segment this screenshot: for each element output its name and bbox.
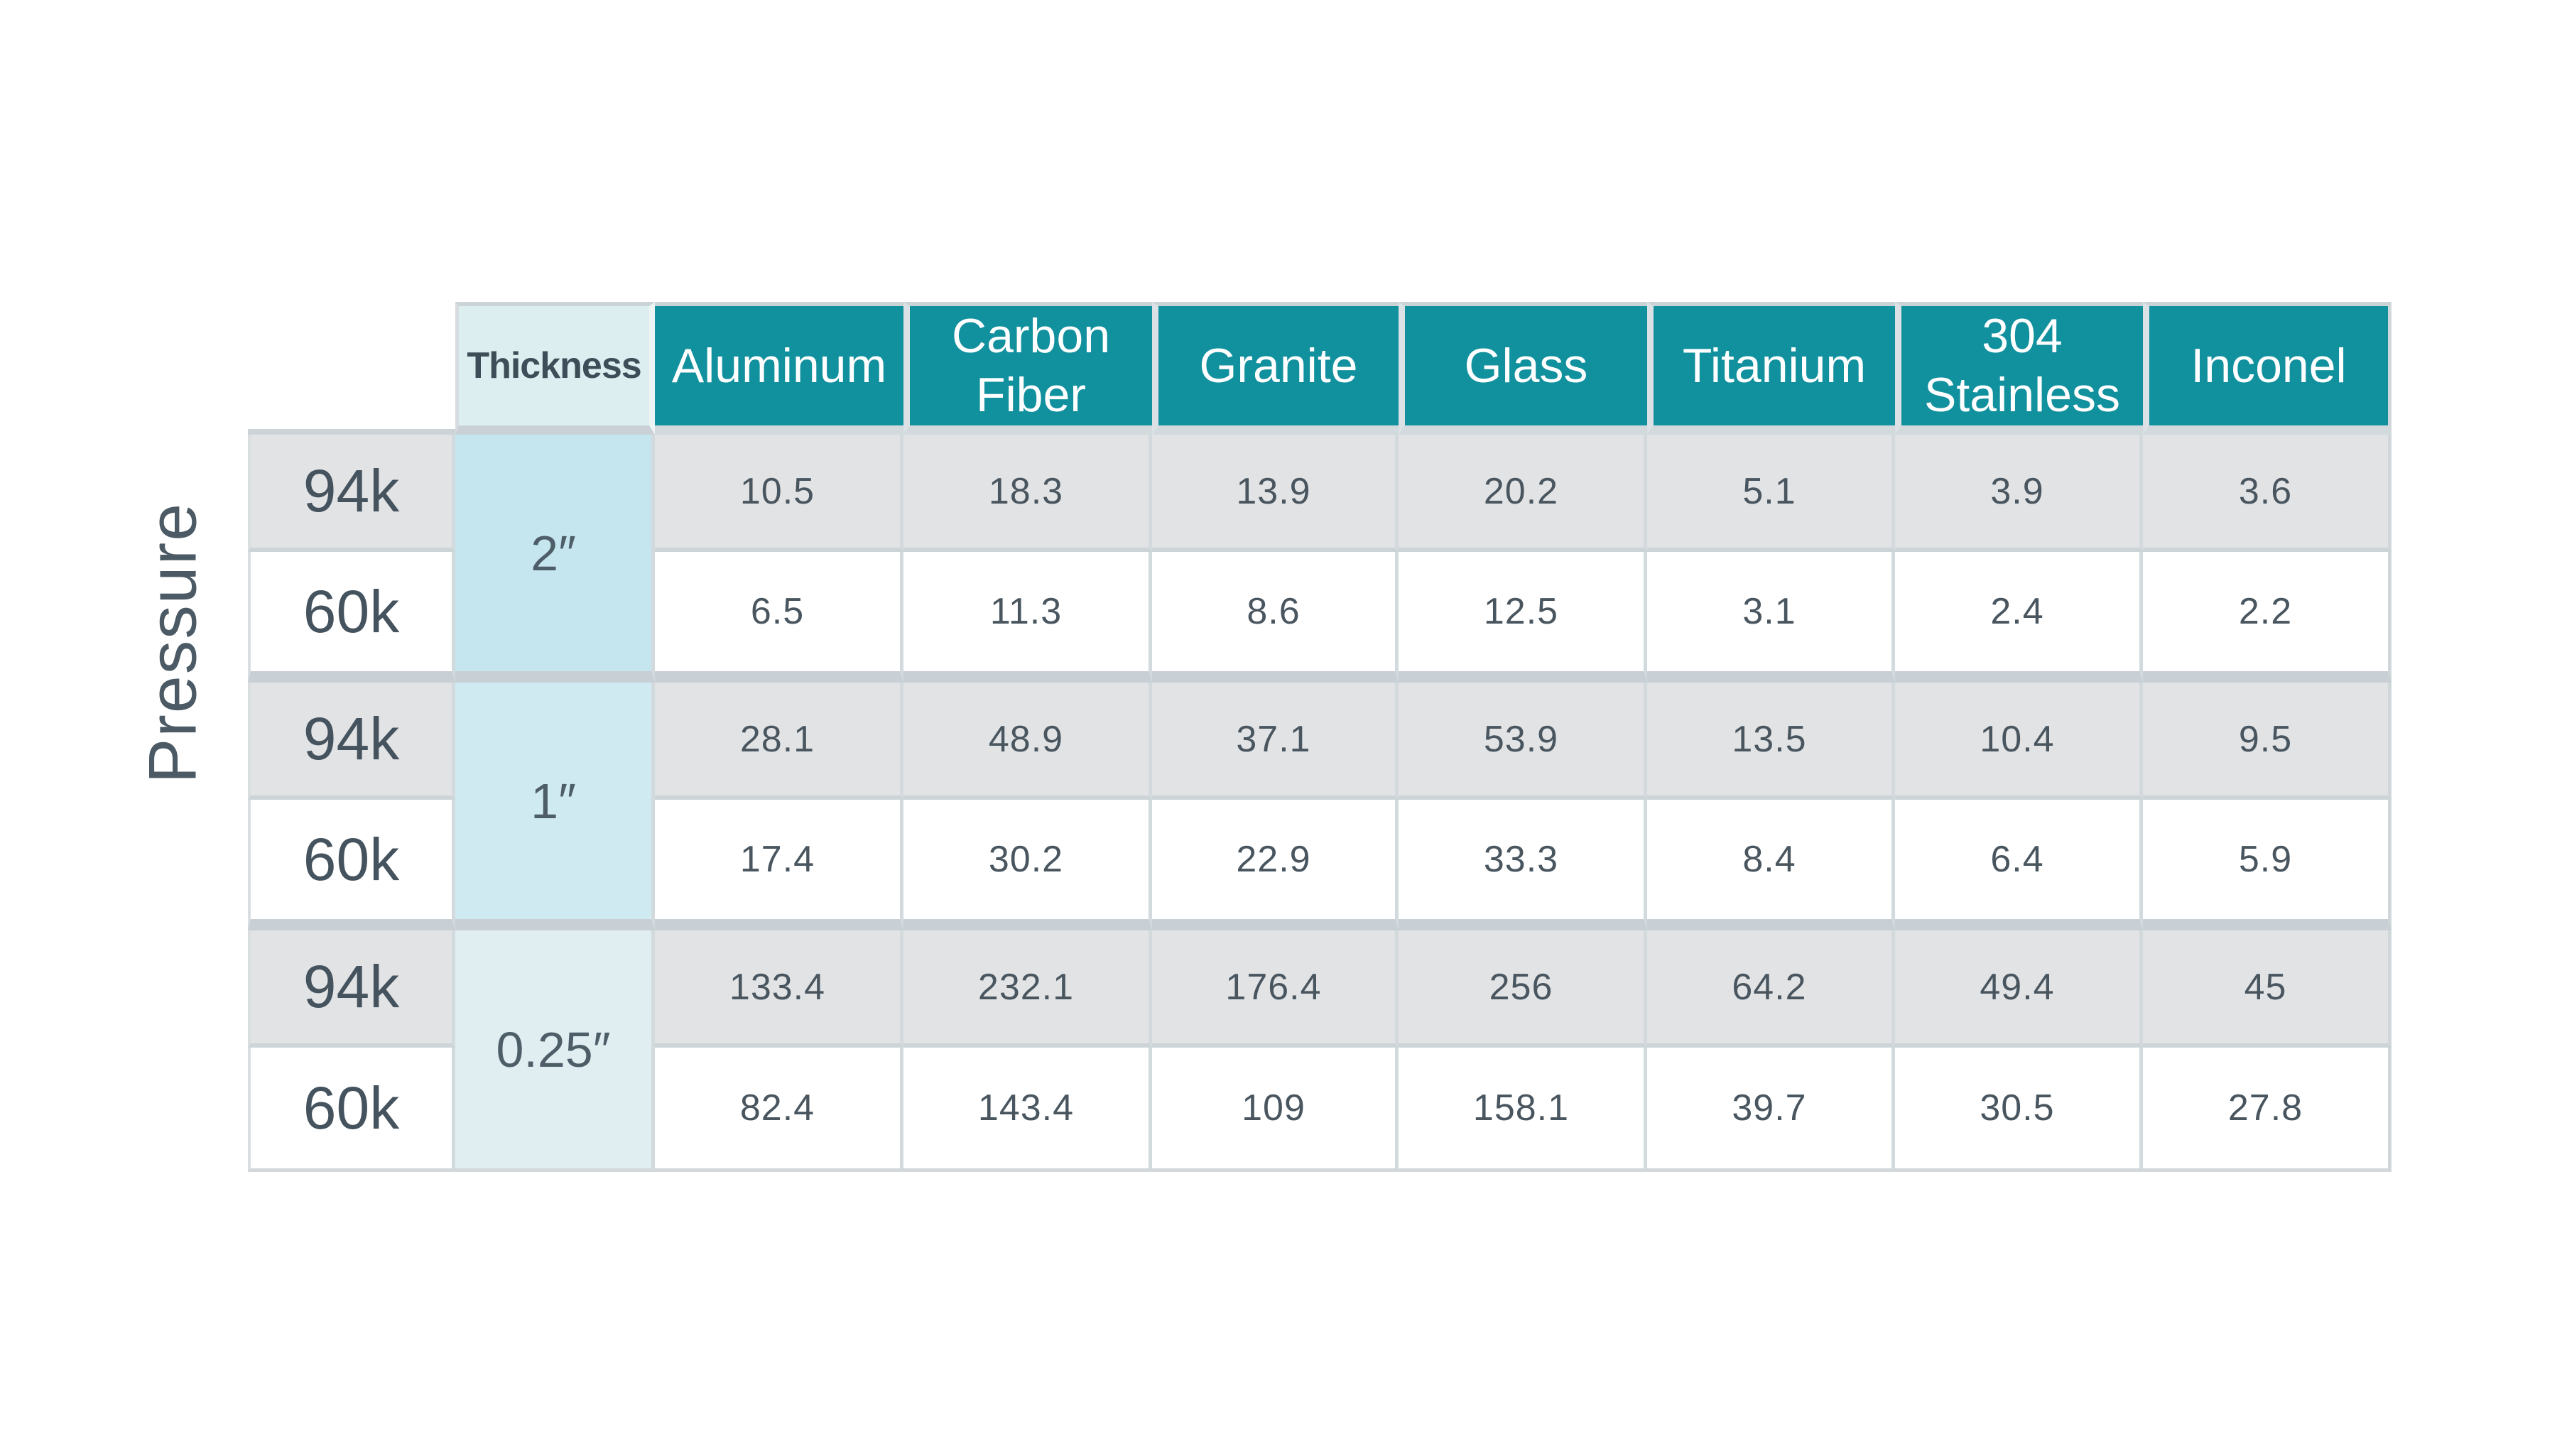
value-cell: 133.4	[655, 930, 903, 1048]
value-cell: 10.5	[655, 435, 903, 552]
value-cell: 3.6	[2143, 435, 2392, 552]
table-row: 60k 6.5 11.3 8.6 12.5 3.1 2.4 2.2	[248, 552, 2392, 683]
value-cell: 48.9	[903, 683, 1152, 800]
value-cell: 28.1	[655, 683, 903, 800]
value-cell: 232.1	[903, 930, 1152, 1048]
table-row: 94k 2″ 10.5 18.3 13.9 20.2 5.1 3.9 3.6	[248, 435, 2392, 683]
value-cell: 6.5	[655, 552, 903, 683]
material-header-glass: Glass	[1399, 302, 1647, 435]
value-cell: 5.1	[1647, 435, 1895, 552]
value-cell: 49.4	[1895, 930, 2143, 1048]
pressure-row-label: 60k	[248, 1048, 455, 1172]
value-cell: 30.2	[903, 800, 1152, 930]
thickness-group-label: 1″	[455, 683, 655, 930]
table-row: 60k 82.4 143.4 109 158.1 39.7 30.5 27.8	[248, 1048, 2392, 1172]
pressure-row-label: 60k	[248, 552, 455, 683]
value-cell: 8.6	[1152, 552, 1399, 683]
table-row: 94k 0.25″ 133.4 232.1 176.4 256 64.2 49.…	[248, 930, 2392, 1172]
material-header-aluminum: Aluminum	[655, 302, 903, 435]
material-header-carbon-fiber: Carbon Fiber	[903, 302, 1152, 435]
value-cell: 3.1	[1647, 552, 1895, 683]
thickness-group-label: 0.25″	[455, 930, 655, 1172]
pressure-row-label: 60k	[248, 800, 455, 930]
value-cell: 143.4	[903, 1048, 1152, 1172]
material-header-304-stainless: 304 Stainless	[1895, 302, 2143, 435]
value-cell: 3.9	[1895, 435, 2143, 552]
value-cell: 12.5	[1399, 552, 1647, 683]
corner-spacer	[248, 302, 455, 435]
material-header-titanium: Titanium	[1647, 302, 1895, 435]
thickness-header: Thickness	[455, 302, 655, 435]
value-cell: 30.5	[1895, 1048, 2143, 1172]
pressure-axis-label: Pressure	[135, 501, 211, 784]
value-cell: 18.3	[903, 435, 1152, 552]
value-cell: 27.8	[2143, 1048, 2392, 1172]
value-cell: 2.2	[2143, 552, 2392, 683]
value-cell: 11.3	[903, 552, 1152, 683]
pressure-row-label: 94k	[248, 435, 455, 552]
table-row: 94k 1″ 28.1 48.9 37.1 53.9 13.5 10.4 9.5	[248, 683, 2392, 930]
thickness-group-label: 2″	[455, 435, 655, 683]
material-header-inconel: Inconel	[2143, 302, 2392, 435]
value-cell: 82.4	[655, 1048, 903, 1172]
material-header-granite: Granite	[1152, 302, 1399, 435]
value-cell: 64.2	[1647, 930, 1895, 1048]
value-cell: 20.2	[1399, 435, 1647, 552]
value-cell: 17.4	[655, 800, 903, 930]
value-cell: 10.4	[1895, 683, 2143, 800]
data-table: Thickness Aluminum Carbon Fiber Granite …	[248, 302, 2392, 1172]
value-cell: 109	[1152, 1048, 1399, 1172]
value-cell: 22.9	[1152, 800, 1399, 930]
pressure-row-label: 94k	[248, 683, 455, 800]
value-cell: 2.4	[1895, 552, 2143, 683]
value-cell: 9.5	[2143, 683, 2392, 800]
header-row: Thickness Aluminum Carbon Fiber Granite …	[248, 302, 2392, 435]
value-cell: 158.1	[1399, 1048, 1647, 1172]
value-cell: 53.9	[1399, 683, 1647, 800]
value-cell: 8.4	[1647, 800, 1895, 930]
value-cell: 6.4	[1895, 800, 2143, 930]
value-cell: 256	[1399, 930, 1647, 1048]
table-row: 60k 17.4 30.2 22.9 33.3 8.4 6.4 5.9	[248, 800, 2392, 930]
pressure-row-label: 94k	[248, 930, 455, 1048]
value-cell: 39.7	[1647, 1048, 1895, 1172]
value-cell: 176.4	[1152, 930, 1399, 1048]
value-cell: 13.9	[1152, 435, 1399, 552]
value-cell: 33.3	[1399, 800, 1647, 930]
value-cell: 37.1	[1152, 683, 1399, 800]
value-cell: 13.5	[1647, 683, 1895, 800]
value-cell: 45	[2143, 930, 2392, 1048]
value-cell: 5.9	[2143, 800, 2392, 930]
